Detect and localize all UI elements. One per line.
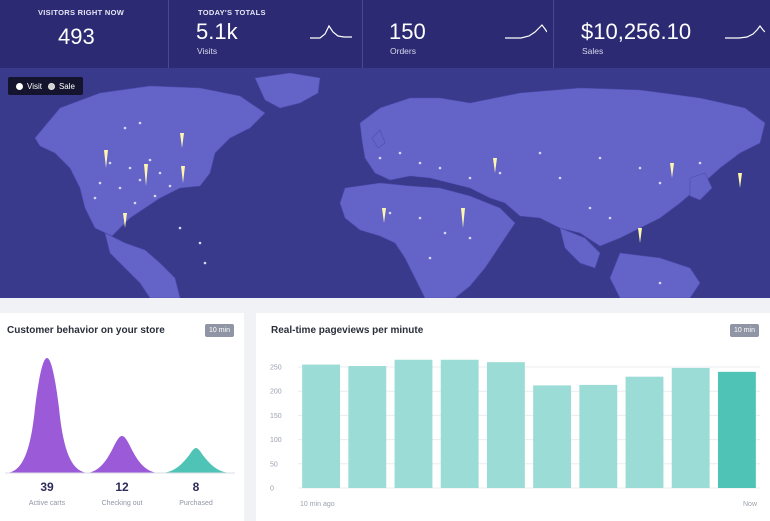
pageviews-bar[interactable]: [440, 359, 479, 488]
visitors-now-label: VISITORS RIGHT NOW: [38, 8, 125, 17]
sales-label: Sales: [582, 46, 604, 56]
visitors-now-value: 493: [58, 24, 95, 49]
pageviews-bar[interactable]: [533, 385, 572, 488]
legend-visit[interactable]: Visit: [16, 82, 42, 91]
pageviews-bar[interactable]: [348, 366, 387, 488]
orders-label: Orders: [390, 46, 416, 56]
y-tick-label: 250: [270, 365, 282, 372]
pageviews-title: Real-time pageviews per minute: [271, 325, 424, 336]
divider: [168, 0, 169, 68]
x-start-label: 10 min ago: [300, 501, 335, 508]
legend-sale-label: Sale: [58, 81, 75, 91]
y-tick-label: 50: [270, 461, 278, 468]
visits-sparkline: [310, 24, 352, 39]
pageviews-bar[interactable]: [717, 371, 756, 488]
pageviews-bar[interactable]: [671, 367, 710, 488]
todays-totals-label: TODAY'S TOTALS: [198, 8, 266, 17]
orders-value: 150: [389, 19, 426, 44]
todays-totals: TODAY'S TOTALS: [196, 0, 756, 68]
pageviews-bar[interactable]: [625, 376, 664, 488]
map-legend: Visit Sale: [8, 77, 83, 95]
customer-behavior-card: Customer behavior on your store 10 min: [0, 313, 244, 521]
active-carts-value: 39: [40, 480, 54, 494]
pageviews-bar[interactable]: [394, 359, 433, 488]
visitors-now-stat: VISITORS RIGHT NOW 493: [0, 0, 160, 68]
y-tick-label: 150: [270, 413, 282, 420]
pageviews-bar[interactable]: [302, 364, 341, 488]
behavior-curves: [5, 358, 235, 474]
world-map-land: [34, 72, 766, 298]
purchased-value: 8: [192, 480, 200, 494]
visits-value: 5.1k: [196, 19, 238, 44]
visits-label: Visits: [197, 46, 218, 56]
pageviews-bar[interactable]: [579, 384, 618, 488]
pageviews-badge[interactable]: 10 min: [730, 324, 760, 337]
checking-out-label: Checking out: [101, 500, 143, 507]
x-end-label: Now: [743, 501, 758, 508]
visits-stat: 5.1k Visits: [196, 0, 356, 68]
orders-stat: 150 Orders: [389, 0, 549, 68]
pageviews-bar[interactable]: [486, 362, 525, 488]
checking-out-value: 12: [115, 480, 129, 494]
orders-sparkline: [505, 24, 547, 39]
customer-behavior-badge[interactable]: 10 min: [205, 324, 235, 337]
divider: [362, 0, 363, 68]
checking-out-curve: [85, 436, 160, 473]
y-tick-label: 100: [270, 437, 282, 444]
y-tick-label: 200: [270, 389, 282, 396]
purchased-curve: [160, 448, 232, 473]
customer-behavior-title: Customer behavior on your store: [7, 325, 165, 336]
legend-visit-label: Visit: [27, 81, 42, 91]
stats-header: VISITORS RIGHT NOW 493 TODAY'S TOTALS 5.…: [0, 0, 770, 68]
circle-dotted-icon: [47, 82, 55, 90]
sales-sparkline: [725, 25, 765, 39]
sales-value: $10,256.10: [581, 19, 692, 44]
purchased-label: Purchased: [179, 500, 213, 507]
world-map[interactable]: Visit Sale: [0, 68, 770, 298]
sales-stat: $10,256.10 Sales: [581, 0, 766, 68]
y-tick-label: 0: [270, 486, 274, 493]
active-carts-curve: [5, 358, 90, 473]
pageviews-chart: 250 200 150 100 50 0 10 min ago Now: [270, 359, 760, 508]
active-carts-label: Active carts: [28, 500, 66, 507]
legend-sale[interactable]: Sale: [47, 81, 75, 91]
divider: [553, 0, 554, 68]
circle-filled-icon: [16, 82, 23, 90]
